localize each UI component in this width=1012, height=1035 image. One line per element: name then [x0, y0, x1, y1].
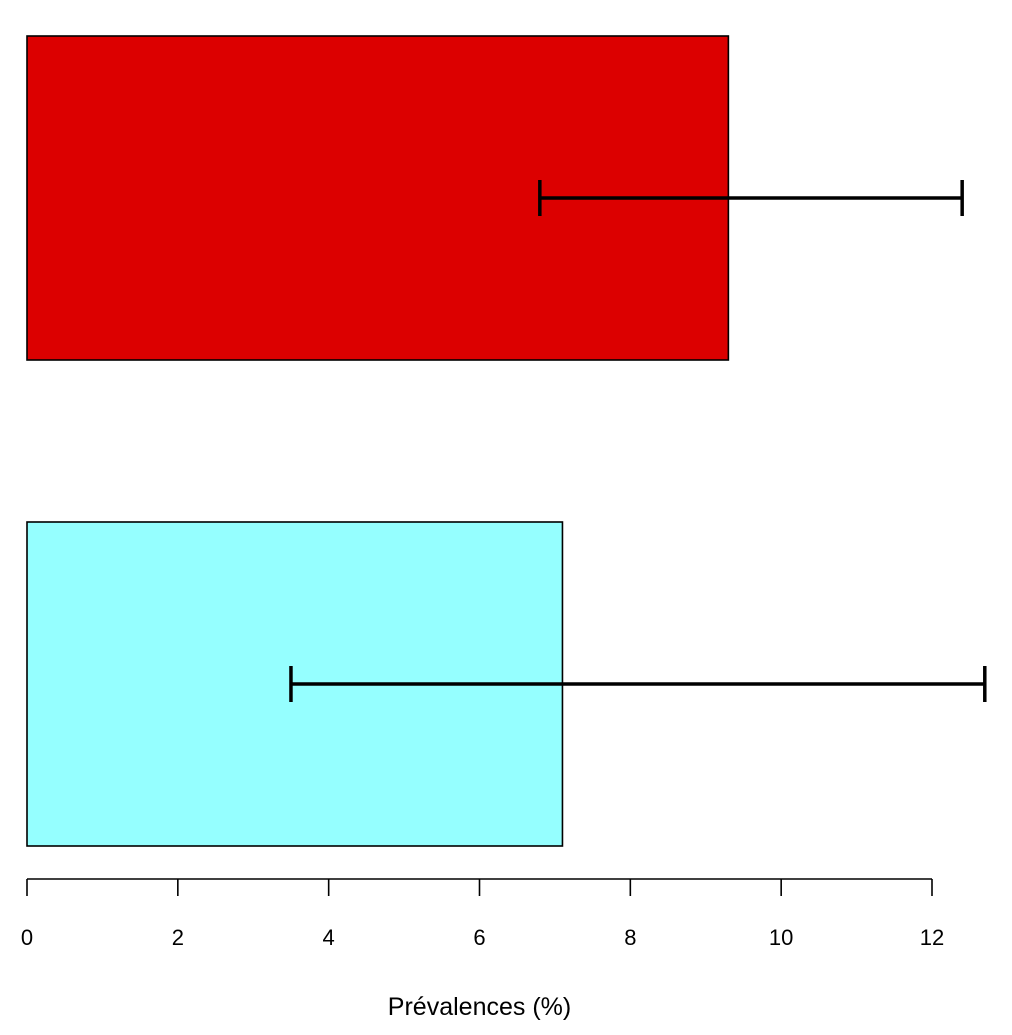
- x-tick-label: 0: [21, 925, 33, 950]
- x-tick-label: 4: [323, 925, 335, 950]
- x-axis: 0 2 4 6 8 10 12: [21, 878, 944, 950]
- bars-layer: [26, 35, 730, 847]
- error-bars-layer: [289, 180, 987, 702]
- x-tick-label: 12: [920, 925, 944, 950]
- x-axis-title: Prévalences (%): [388, 993, 571, 1021]
- x-tick-label: 6: [473, 925, 485, 950]
- x-tick-label: 2: [172, 925, 184, 950]
- error-bar-2: [289, 666, 987, 702]
- x-tick-label: 8: [624, 925, 636, 950]
- error-bar-1: [538, 180, 964, 216]
- x-tick-label: 10: [769, 925, 793, 950]
